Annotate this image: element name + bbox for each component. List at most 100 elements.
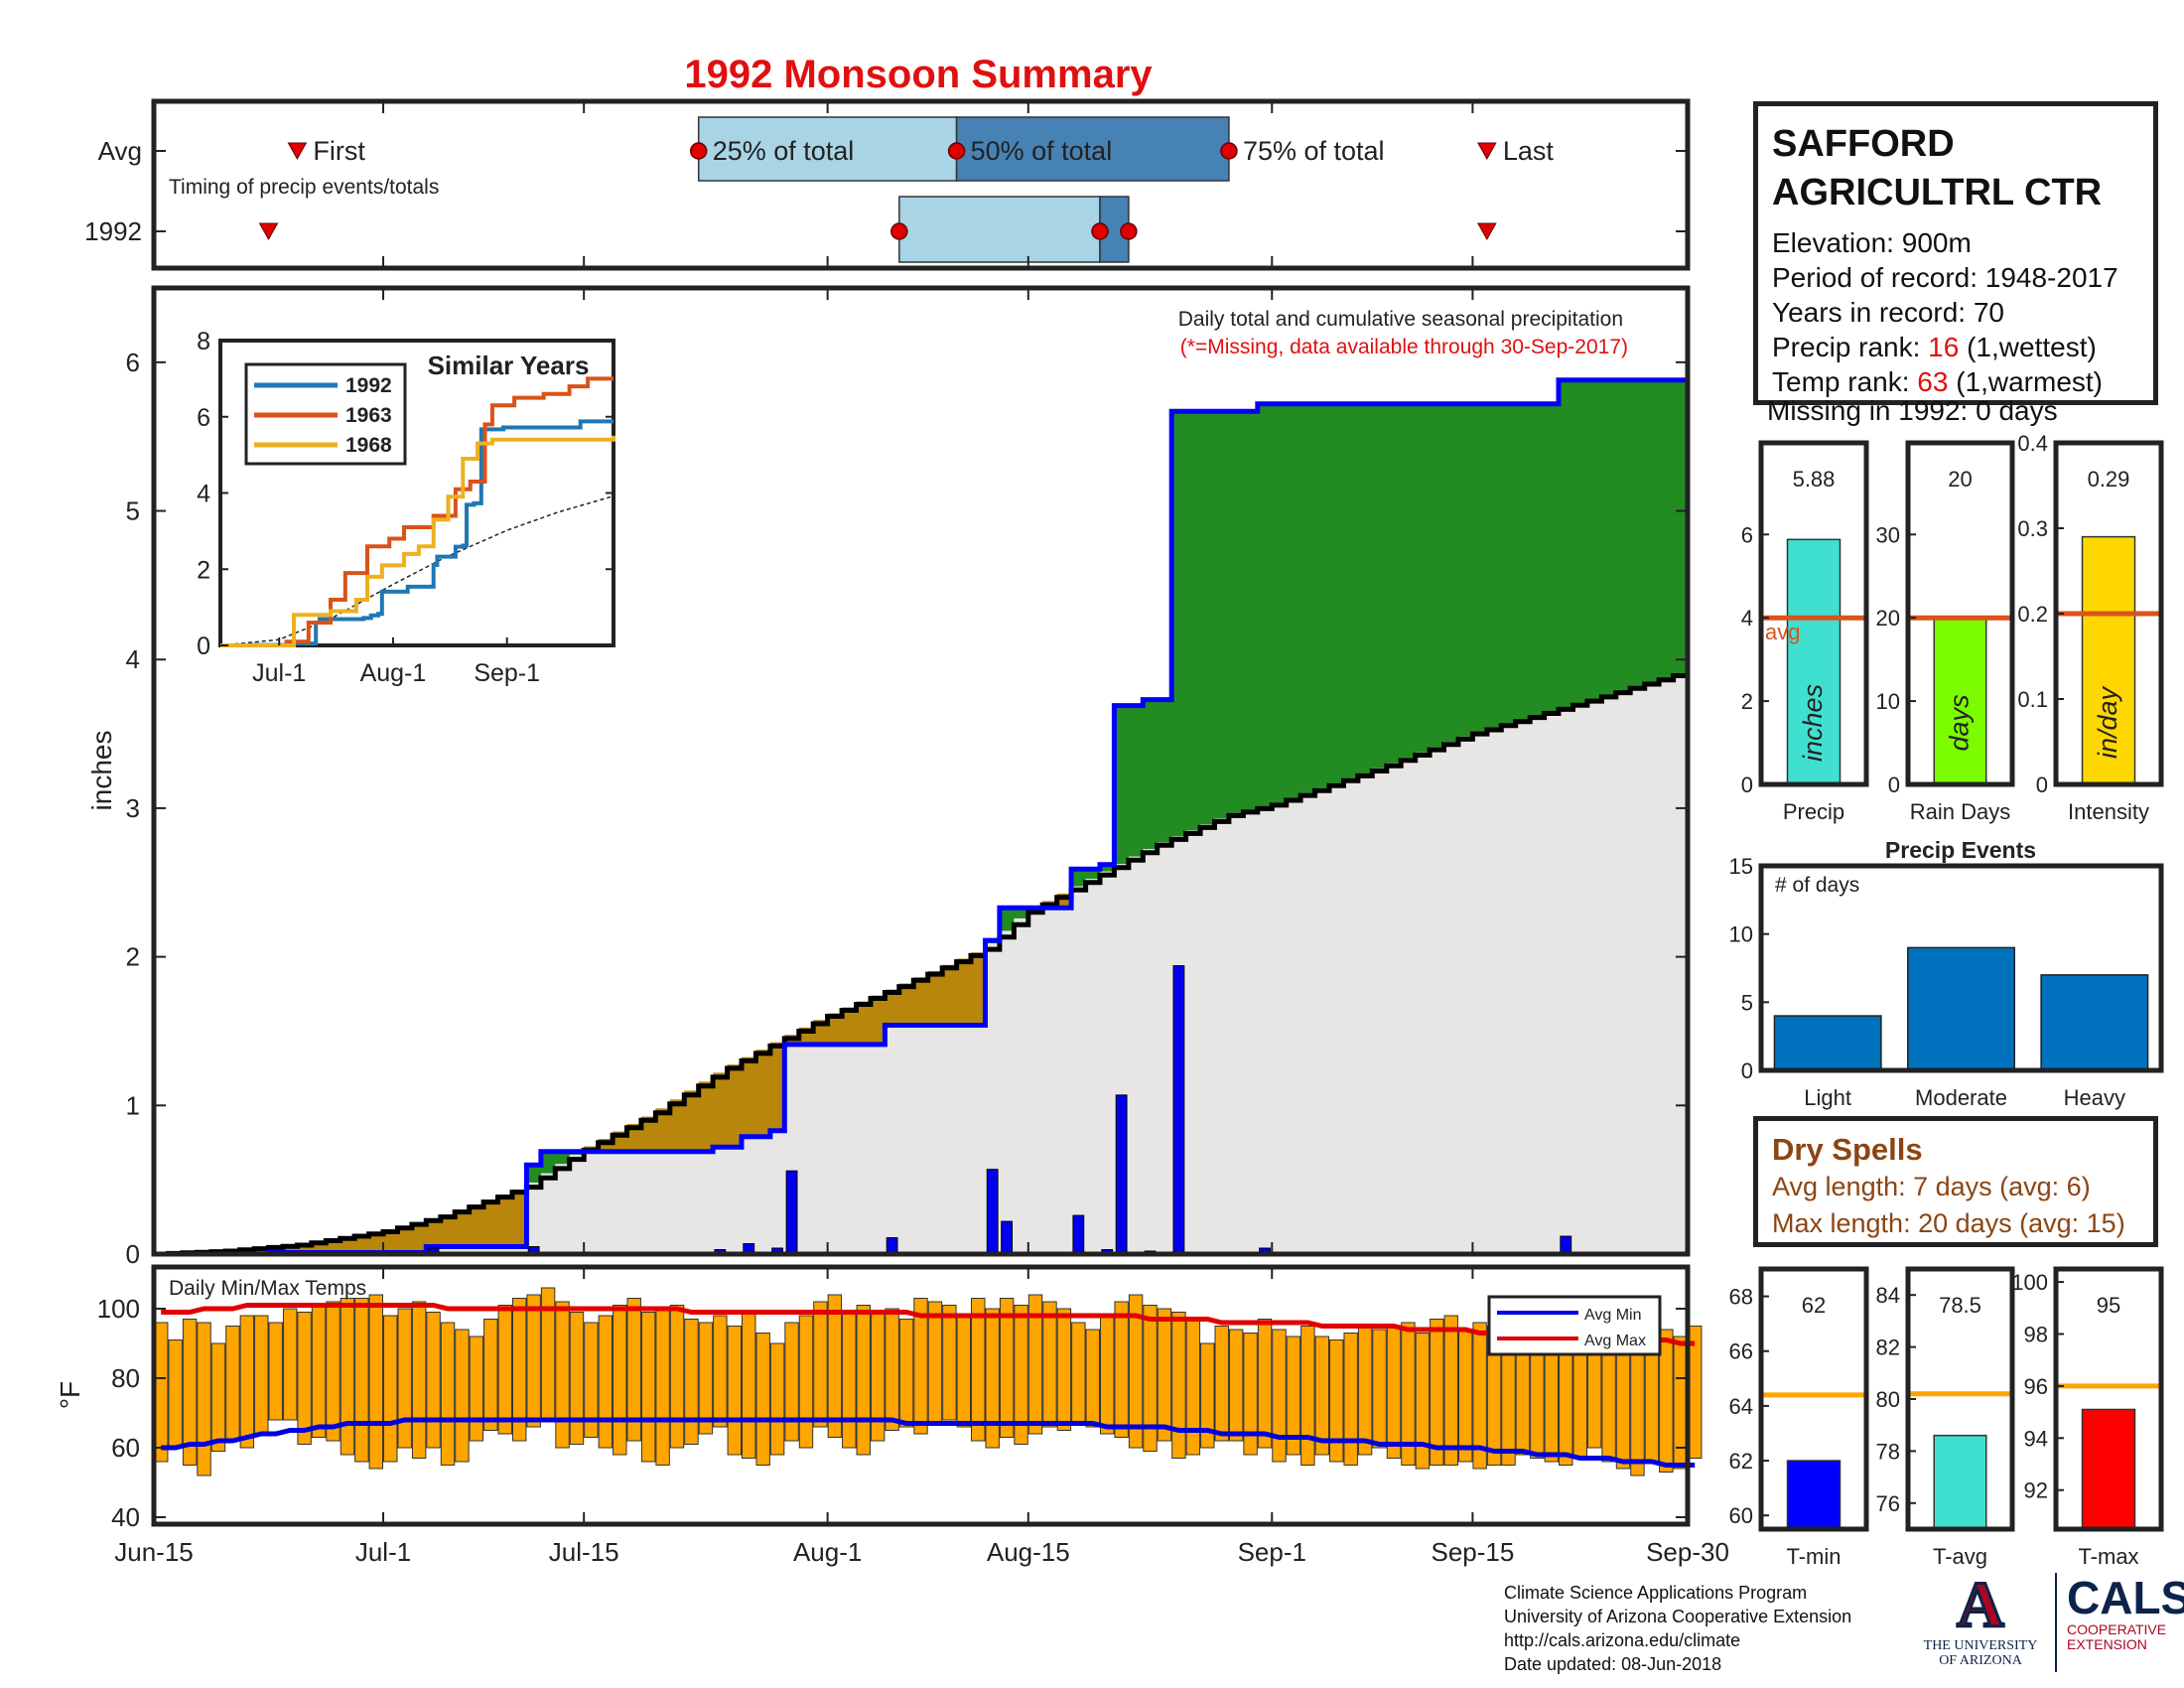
- deficit-fill: [640, 1116, 656, 1152]
- temp-ytick-label: 60: [111, 1433, 140, 1463]
- surplus-fill: [1143, 699, 1159, 850]
- footer-line1: Climate Science Applications Program: [1504, 1583, 1808, 1603]
- last-label: Last: [1503, 136, 1555, 166]
- inset-ytick-label: 8: [197, 328, 210, 355]
- daily-precip-bar: [1072, 1214, 1085, 1255]
- footer-credits: Climate Science Applications Program Uni…: [1504, 1581, 1851, 1676]
- surplus-fill: [1314, 403, 1330, 788]
- missing-days: Missing in 1992: 0 days: [1767, 395, 2058, 426]
- surplus-fill: [1114, 705, 1130, 865]
- below-curve-fill: [1673, 673, 1689, 1254]
- precip_total-ytick-label: 6: [1741, 522, 1753, 547]
- precip-events-bar-moderate: [1907, 946, 2015, 1071]
- below-curve-fill: [440, 1246, 456, 1254]
- rain_days-frame: [1905, 440, 2015, 787]
- below-curve-fill: [1659, 677, 1675, 1254]
- daily-temp-bar: [1114, 1301, 1129, 1438]
- precip-events-ytick-label: 10: [1729, 922, 1753, 947]
- precip-events-category-moderate: Moderate: [1915, 1085, 2007, 1110]
- daily-temp-bar: [985, 1308, 1000, 1449]
- surplus-fill: [1659, 379, 1675, 678]
- below-curve-fill: [640, 1151, 656, 1254]
- main-ytick-label: 0: [126, 1239, 140, 1269]
- timing-row-avg: Avg: [98, 136, 142, 166]
- below-curve-fill: [1457, 736, 1474, 1254]
- below-curve-fill: [1300, 792, 1316, 1254]
- below-curve-fill: [1329, 782, 1345, 1254]
- below-curve-fill: [1228, 813, 1244, 1254]
- t_max-ytick-label: 98: [2024, 1323, 2048, 1347]
- daily-temp-bar: [154, 1322, 169, 1463]
- precip-events-ytick-label: 0: [1741, 1058, 1753, 1083]
- station-info-box: SAFFORD AGRICULTRL CTR Elevation: 900m P…: [1753, 101, 2158, 405]
- intensity-ytick-label: 0.1: [2017, 687, 2048, 712]
- precip-rank-value: 16: [1928, 332, 1960, 362]
- below-curve-fill: [540, 1173, 556, 1254]
- year-first-marker: [258, 222, 279, 241]
- below-curve-fill: [598, 1151, 614, 1254]
- precip-events-bar-light: [1773, 1015, 1882, 1071]
- dry-spells-title: Dry Spells: [1772, 1132, 1923, 1167]
- below-curve-fill: [885, 1025, 900, 1254]
- deficit-fill: [727, 1064, 743, 1148]
- daily-temp-bar: [1386, 1326, 1402, 1459]
- daily-temp-bar: [1085, 1329, 1100, 1428]
- below-curve-fill: [1143, 849, 1159, 1254]
- cals-logo-line1: COOPERATIVE: [2067, 1621, 2167, 1637]
- daily-temp-bar: [1415, 1333, 1431, 1470]
- below-curve-fill: [999, 930, 1015, 1254]
- below-curve-fill: [1314, 787, 1330, 1254]
- below-curve-fill: [1544, 711, 1560, 1254]
- deficit-fill: [340, 1237, 355, 1253]
- below-curve-fill: [626, 1151, 642, 1254]
- daily-precip-bar: [1560, 1235, 1572, 1255]
- daily-temp-bar: [1228, 1329, 1244, 1442]
- below-curve-fill: [1630, 686, 1646, 1254]
- below-curve-fill: [927, 1025, 943, 1254]
- average-cumulative-line: [154, 671, 1691, 1257]
- cals-logo-text: CALS: [2067, 1572, 2184, 1623]
- precip_total-xlabel: Precip: [1783, 799, 1844, 824]
- daily-temp-bar: [1272, 1329, 1287, 1463]
- temp-xtick-label: Aug-15: [987, 1537, 1070, 1567]
- surplus-fill: [540, 1151, 556, 1174]
- daily-precip-bar: [785, 1170, 798, 1255]
- deficit-fill: [713, 1072, 729, 1148]
- daily-temp-bar: [168, 1339, 183, 1449]
- surplus-fill: [1515, 403, 1531, 720]
- daily-temp-bar: [569, 1312, 585, 1445]
- surplus-fill: [1128, 705, 1144, 857]
- deficit-fill: [626, 1124, 642, 1152]
- deficit-fill: [927, 970, 943, 1026]
- daily-temp-bar: [813, 1301, 828, 1428]
- surplus-fill: [555, 1151, 571, 1165]
- daily-temp-bar: [426, 1312, 441, 1449]
- station-precip-rank: Precip rank: 16 (1,wettest): [1772, 330, 2153, 364]
- ua-logo-line1: THE UNIVERSITY: [1923, 1638, 2038, 1653]
- surplus-fill: [1257, 403, 1273, 807]
- below-curve-fill: [842, 1044, 858, 1254]
- t_min-bar: [1786, 1460, 1842, 1530]
- daily-temp-bar: [1243, 1333, 1258, 1456]
- below-curve-fill: [769, 1130, 785, 1254]
- temp-rank-value: 63: [1917, 366, 1949, 397]
- footer-line3: http://cals.arizona.edu/climate: [1504, 1630, 1741, 1650]
- surplus-fill: [1601, 379, 1617, 695]
- daily-temp-bar: [1214, 1326, 1229, 1442]
- daily-temp-bar: [1443, 1315, 1458, 1466]
- t_avg-panel: 76 78 80 82 84 78.5 T-avg: [1876, 1266, 2015, 1569]
- daily-temp-bar: [1257, 1319, 1273, 1449]
- daily-temp-bar: [769, 1342, 785, 1456]
- below-curve-fill: [1027, 908, 1043, 1254]
- main-ytick-label: 1: [126, 1090, 140, 1120]
- temp-rank-suffix: (1,warmest): [1948, 366, 2104, 397]
- daily-temp-bar: [956, 1315, 972, 1428]
- daily-temp-bar: [1530, 1339, 1545, 1459]
- t_avg-ytick-label: 76: [1876, 1491, 1900, 1516]
- daily-temp-bar: [455, 1329, 470, 1463]
- below-curve-fill: [727, 1147, 743, 1254]
- footer-line4: Date updated: 08-Jun-2018: [1504, 1654, 1722, 1674]
- deficit-fill: [455, 1209, 471, 1247]
- precip-events-ytick-label: 15: [1729, 854, 1753, 879]
- daily-temp-bar: [282, 1308, 298, 1421]
